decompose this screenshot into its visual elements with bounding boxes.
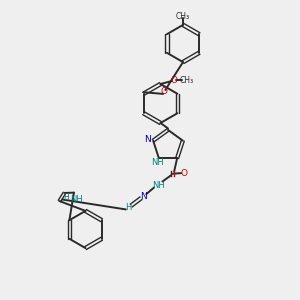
- Text: O: O: [170, 76, 178, 85]
- Text: H: H: [125, 202, 131, 211]
- Text: N: N: [144, 135, 151, 144]
- Text: O: O: [181, 169, 188, 178]
- Text: NH: NH: [151, 158, 164, 167]
- Text: CH₃: CH₃: [176, 12, 190, 21]
- Text: O: O: [160, 87, 167, 96]
- Text: NH: NH: [70, 195, 83, 204]
- Text: CH₃: CH₃: [179, 76, 194, 85]
- Text: N: N: [140, 192, 147, 201]
- Text: NH: NH: [152, 181, 165, 190]
- Text: H: H: [63, 193, 69, 202]
